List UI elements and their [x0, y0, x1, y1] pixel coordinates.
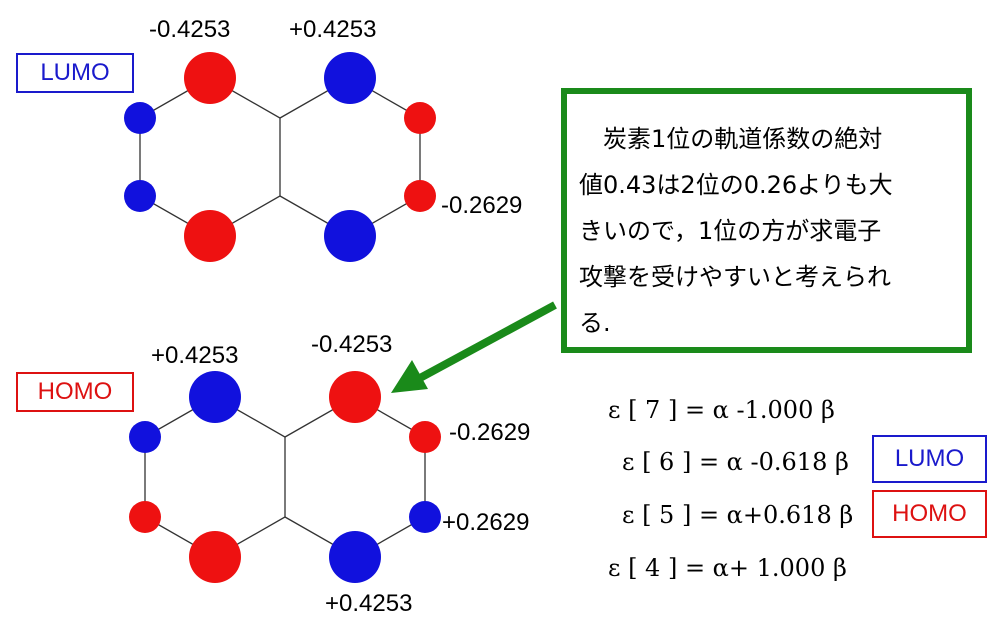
energy-lumo-tag: LUMO [872, 435, 987, 483]
homo-lobe-top-right [329, 371, 381, 423]
callout-line: る. [579, 309, 611, 337]
homo-coef-right-upper: -0.2629 [449, 419, 530, 446]
homo-coef-top-left: +0.4253 [151, 342, 238, 369]
lumo-lobe-top-right [324, 52, 376, 104]
lumo-coef-top-right: +0.4253 [289, 16, 376, 43]
homo-lobe-bottom-right [329, 531, 381, 583]
homo-lobe-left-lower [129, 501, 161, 533]
lumo-lobes [124, 52, 436, 262]
lumo-lobe-right-lower [404, 180, 436, 212]
homo-lobe-right-lower [409, 501, 441, 533]
callout-line: きいので，1位の方が求電子 [579, 217, 882, 245]
explanation-callout: 炭素1位の軌道係数の絶対 値0.43は2位の0.26よりも大 きいので，1位の方… [561, 88, 972, 353]
lumo-lobe-left-lower [124, 180, 156, 212]
energy-level-6: ε [ 6 ] = α -0.618 β [622, 448, 849, 476]
lumo-coef-top-left: -0.4253 [149, 16, 230, 43]
homo-lobe-bottom-left [189, 531, 241, 583]
homo-lobes [129, 371, 441, 583]
homo-coef-bottom: +0.4253 [325, 590, 412, 617]
homo-lobe-left-upper [129, 421, 161, 453]
energy-level-4: ε [ 4 ] = α+ 1.000 β [608, 554, 847, 582]
callout-line: 値0.43は2位の0.26よりも大 [579, 171, 893, 199]
lumo-lobe-left-upper [124, 102, 156, 134]
homo-tag: HOMO [16, 372, 134, 412]
lumo-tag: LUMO [16, 53, 134, 93]
lumo-molecule [139, 77, 421, 237]
homo-coef-top-right: -0.4253 [311, 331, 392, 358]
homo-lobe-right-upper [409, 421, 441, 453]
energy-level-7: ε [ 7 ] = α -1.000 β [608, 396, 835, 424]
green-arrow-icon [391, 301, 557, 393]
lumo-lobe-bottom-right [324, 210, 376, 262]
callout-line: 攻撃を受けやすいと考えられ [579, 263, 891, 291]
homo-molecule [144, 396, 426, 558]
lumo-lobe-bottom-left [184, 210, 236, 262]
lumo-lobe-right-upper [404, 102, 436, 134]
homo-lobe-top-left [189, 371, 241, 423]
energy-homo-tag: HOMO [872, 490, 987, 538]
lumo-coef-right: -0.2629 [441, 192, 522, 219]
lumo-lobe-top-left [184, 52, 236, 104]
callout-line: 炭素1位の軌道係数の絶対 [579, 125, 883, 153]
energy-level-5: ε [ 5 ] = α+0.618 β [622, 501, 854, 529]
homo-coef-right-lower: +0.2629 [442, 509, 529, 536]
